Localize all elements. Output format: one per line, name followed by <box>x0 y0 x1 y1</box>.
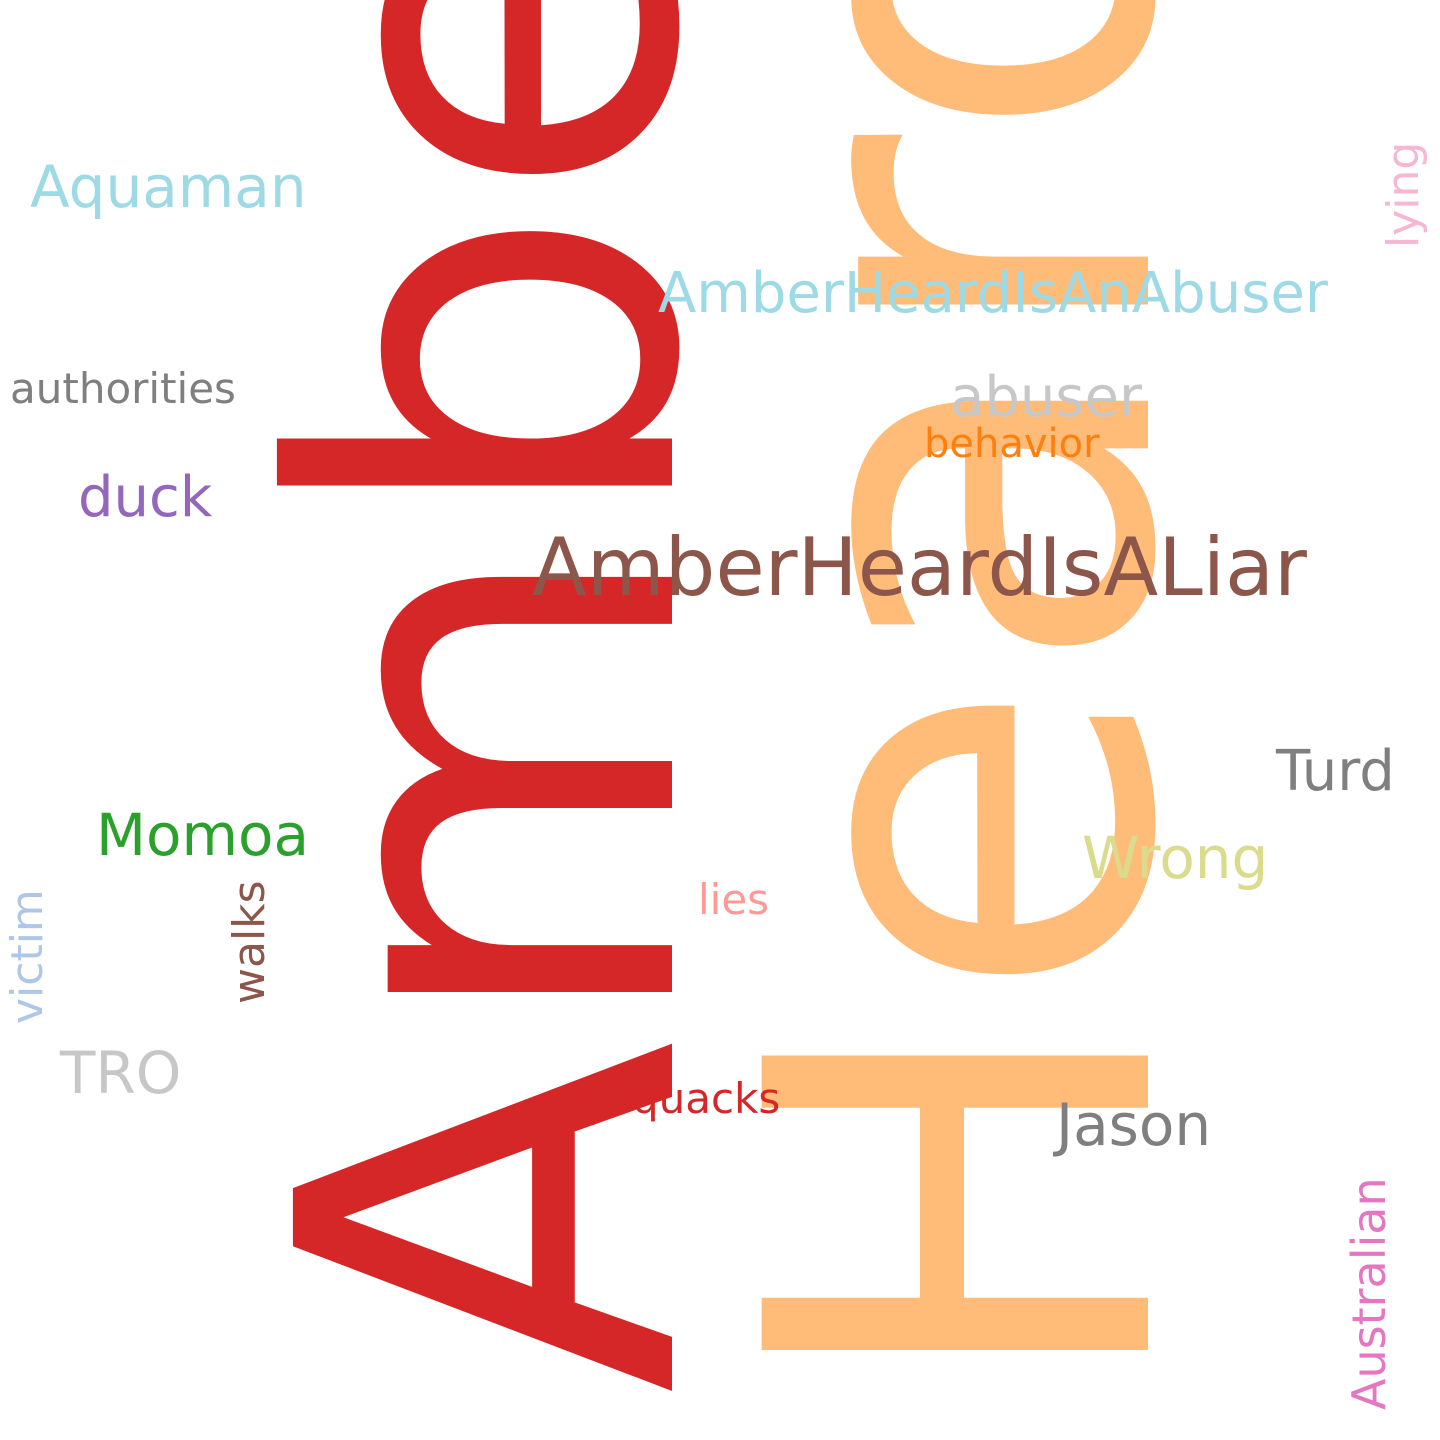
word-quacks: quacks <box>632 1074 781 1123</box>
word-walks: walks <box>224 880 275 1004</box>
word-behavior: behavior <box>924 421 1100 467</box>
word-amberheardisaliar: AmberHeardIsALiar <box>532 521 1307 614</box>
word-aquaman: Aquaman <box>30 153 307 221</box>
word-turd: Turd <box>1276 739 1395 804</box>
word-jason: Jason <box>1056 1091 1212 1159</box>
word-momoa: Momoa <box>96 801 310 869</box>
word-australian: Australian <box>1342 1177 1396 1410</box>
word-lying: lying <box>1378 141 1429 248</box>
word-tro: TRO <box>60 1039 182 1107</box>
word-abuser: abuser <box>950 365 1143 430</box>
word-heard: Heard <box>656 0 1273 1402</box>
word-victim: victim <box>2 889 53 1024</box>
word-amberheardisanabuser: AmberHeardIsAnAbuser <box>658 261 1328 326</box>
word-lies: lies <box>698 875 770 924</box>
word-authorities: authorities <box>10 364 236 413</box>
word-duck: duck <box>78 465 213 530</box>
word-wrong: Wrong <box>1082 824 1269 892</box>
